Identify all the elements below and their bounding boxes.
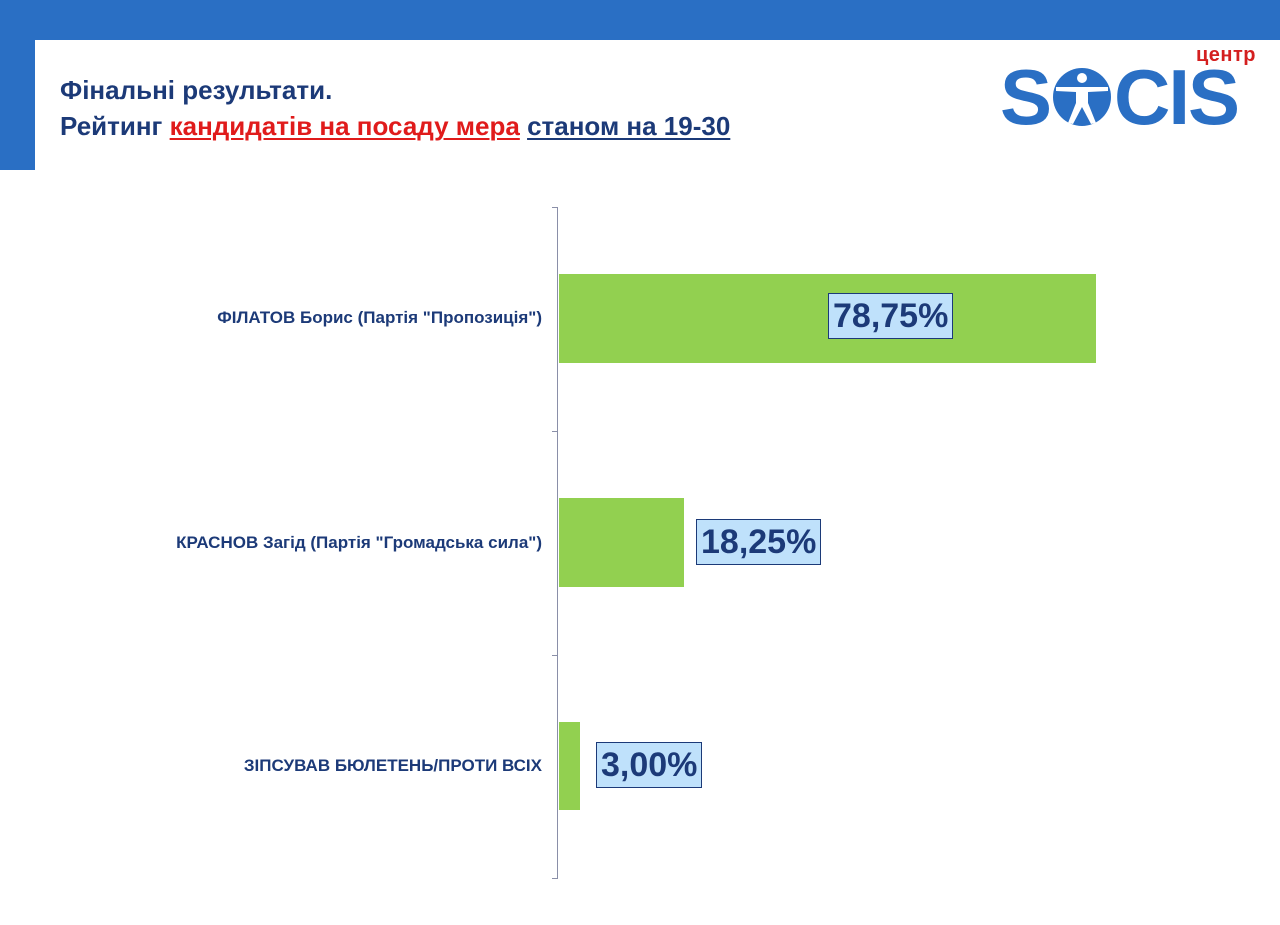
y-axis-line xyxy=(557,207,558,879)
axis-tick xyxy=(552,655,558,656)
axis-tick xyxy=(552,431,558,432)
title-line-1: Фінальні результати. xyxy=(60,75,333,105)
header-band xyxy=(0,0,1280,40)
logo-brand: S CIS xyxy=(1000,53,1240,141)
category-label-krasnov: КРАСНОВ Загід (Партія "Громадська сила") xyxy=(176,533,542,552)
logo-letter-s: S xyxy=(1000,53,1052,141)
bar-filatov xyxy=(559,274,1096,363)
logo-letters-cis: CIS xyxy=(1114,53,1240,141)
axis-tick xyxy=(552,878,558,879)
socis-logo: центр S CIS xyxy=(1000,44,1262,141)
value-label-filatov: 78,75% xyxy=(828,293,954,339)
title-highlight: кандидатів на посаду мера xyxy=(169,111,520,141)
vitruvian-figure-icon xyxy=(1053,68,1112,126)
value-label-krasnov: 18,25% xyxy=(696,519,822,565)
category-label-spoiled: ЗІПСУВАВ БЮЛЕТЕНЬ/ПРОТИ ВСІХ xyxy=(243,756,542,775)
axis-tick xyxy=(552,207,558,208)
title-line-2: Рейтинг кандидатів на посаду мера станом… xyxy=(60,108,730,144)
title-prefix: Рейтинг xyxy=(60,111,170,141)
bar-krasnov xyxy=(559,498,684,587)
left-accent-strip xyxy=(0,0,35,170)
page-title: Фінальні результати. Рейтинг кандидатів … xyxy=(60,72,730,144)
logo-center-word: центр xyxy=(1195,44,1256,66)
bar-spoiled xyxy=(559,722,580,810)
title-suffix: станом на 19-30 xyxy=(527,111,731,141)
value-label-spoiled: 3,00% xyxy=(596,742,703,788)
category-label-filatov: ФІЛАТОВ Борис (Партія "Пропозиція") xyxy=(217,308,542,327)
